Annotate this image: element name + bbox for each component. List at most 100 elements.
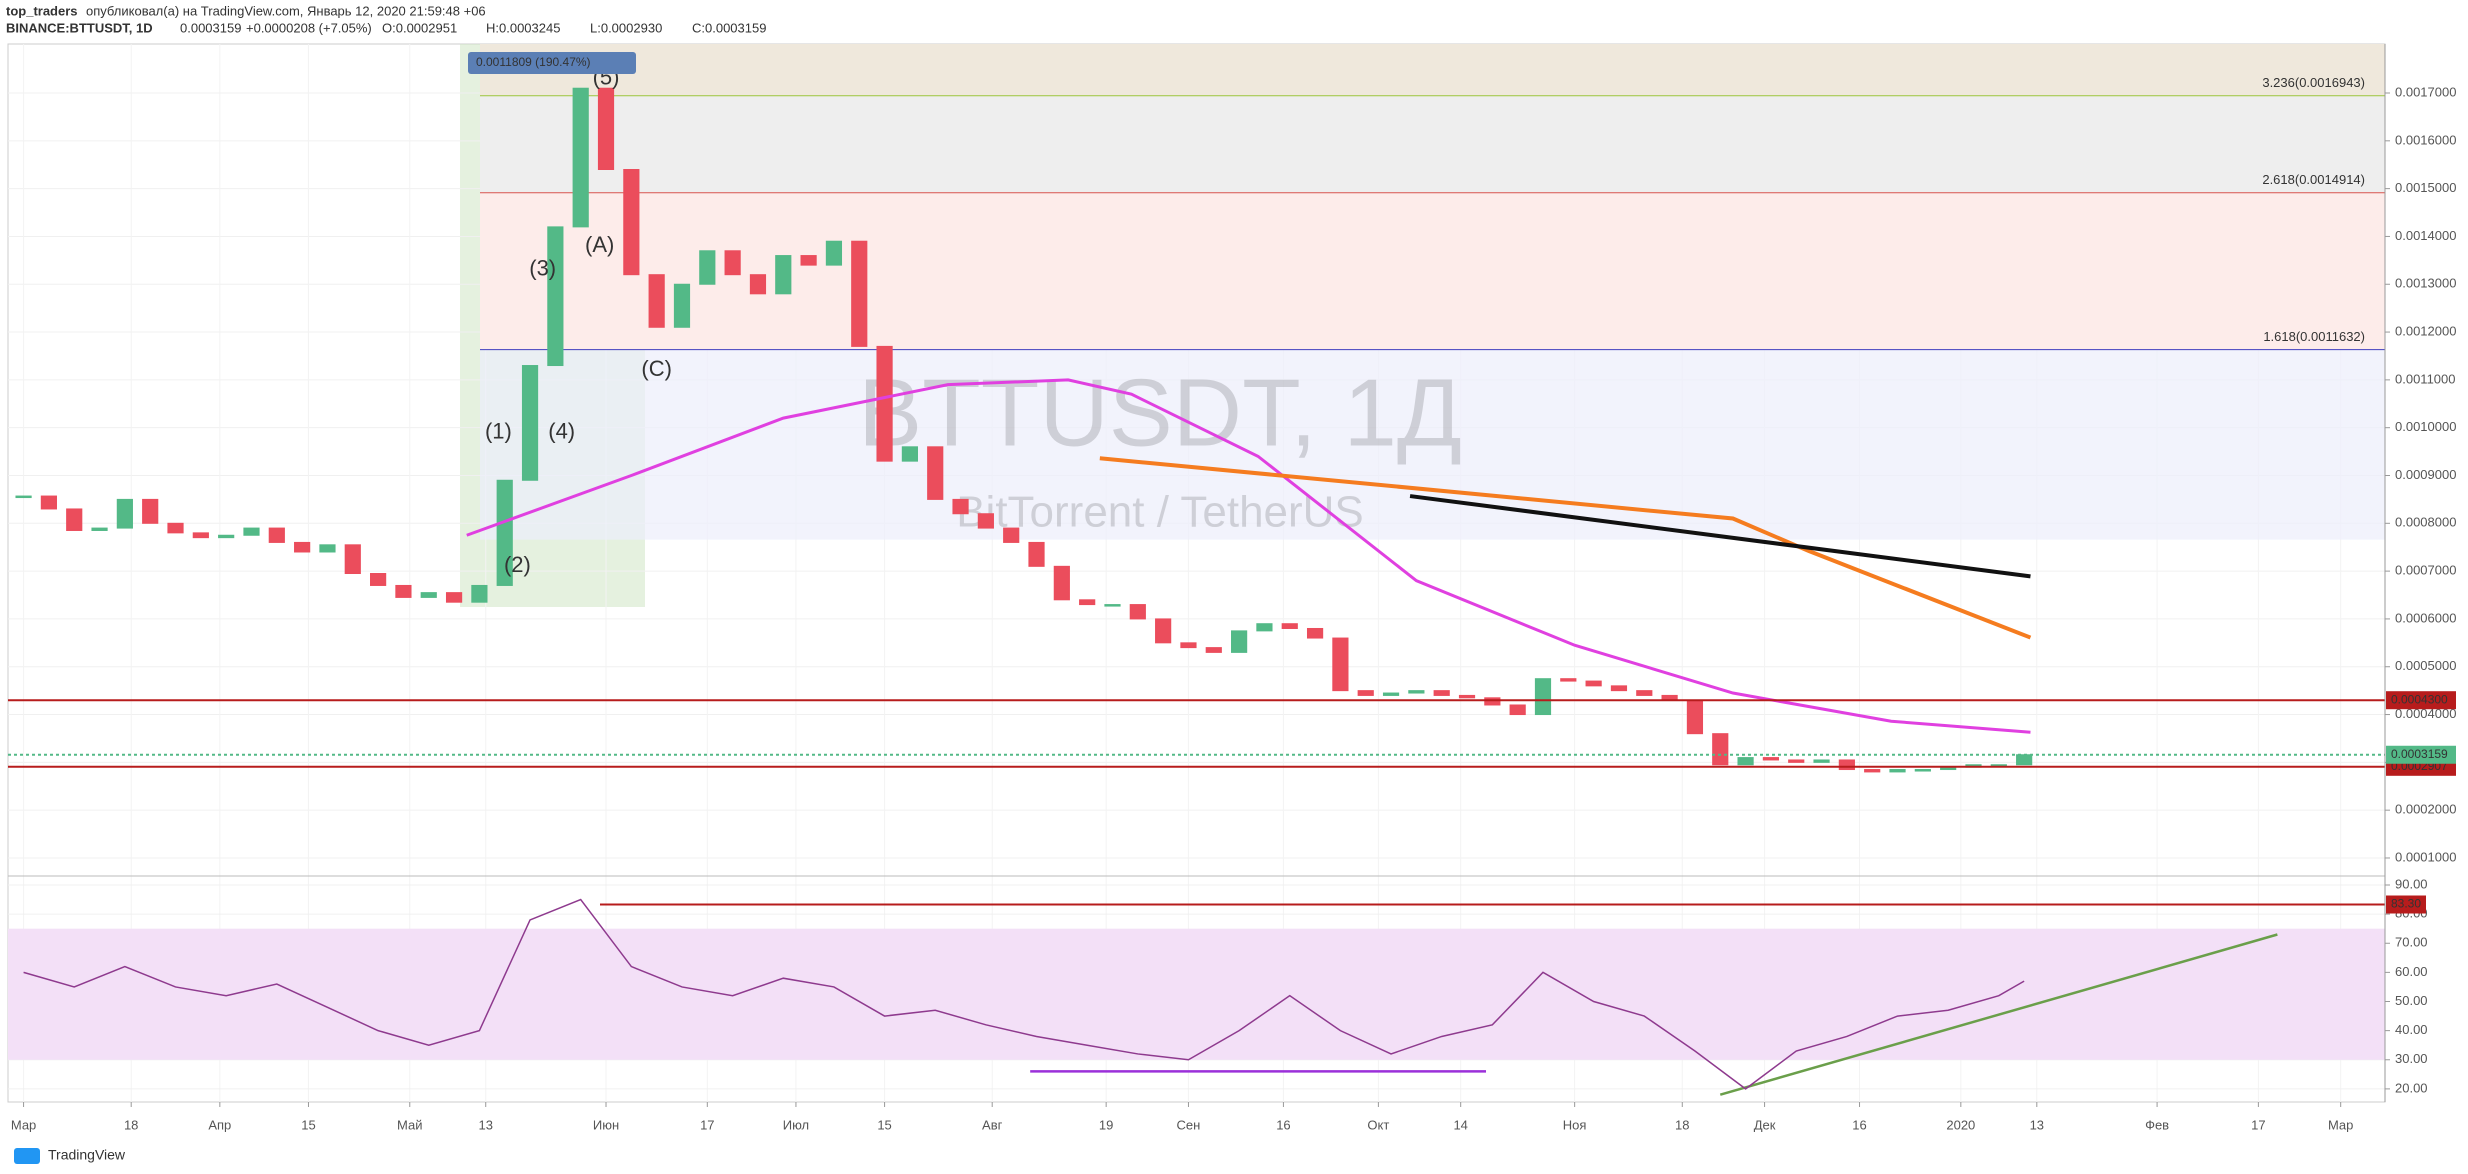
price-tag-label: 0.0004300 (2391, 692, 2448, 706)
candle (1788, 759, 1805, 763)
y-tick-label: 0.0008000 (2395, 515, 2456, 530)
watermark: BTTUSDT, 1Д (858, 359, 1462, 466)
x-tick-label: 13 (2030, 1117, 2044, 1132)
x-tick-label: 13 (478, 1117, 492, 1132)
candle (142, 498, 159, 524)
candle (1129, 604, 1146, 620)
x-tick-label: Окт (1367, 1117, 1389, 1132)
candle (268, 527, 285, 543)
candle (1585, 680, 1602, 687)
x-tick-label: 18 (1675, 1117, 1689, 1132)
fib-band (480, 95, 2385, 193)
candle (1560, 678, 1577, 682)
symbol: BINANCE:BTTUSDT, 1D (6, 20, 153, 35)
candle (1180, 642, 1197, 649)
y-tick-label: 0.0011000 (2395, 371, 2456, 386)
y-tick-label: 0.0015000 (2395, 180, 2456, 195)
x-tick-label: Авг (982, 1117, 1003, 1132)
x-tick-label: 17 (700, 1117, 714, 1132)
candle (876, 345, 893, 462)
candle (1003, 527, 1020, 543)
open: O:0.0002951 (382, 20, 457, 35)
candle (648, 274, 665, 328)
y-tick-label: 50.00 (2395, 993, 2428, 1008)
y-tick-label: 0.0007000 (2395, 563, 2456, 578)
high: H:0.0003245 (486, 20, 560, 35)
candle (319, 544, 336, 553)
x-tick-label: Мар (11, 1117, 36, 1132)
x-tick-label: 15 (877, 1117, 891, 1132)
logo (14, 1148, 40, 1164)
candle (1509, 704, 1526, 716)
candle (521, 365, 539, 481)
tooltip: 0.0011809 (190.47%) (476, 55, 591, 69)
candle (1256, 623, 1273, 632)
rsi-line (23, 898, 2025, 1090)
published: опубликовал(а) на TradingView.com, Январ… (86, 3, 486, 18)
y-tick-label: 60.00 (2395, 964, 2428, 979)
y-tick-label: 90.00 (2395, 876, 2428, 891)
candle (901, 446, 918, 462)
candle (597, 87, 615, 171)
candle (952, 498, 969, 515)
fib-band (480, 192, 2385, 350)
candle (1306, 627, 1324, 639)
candle (1864, 769, 1881, 773)
x-tick-label: Июл (783, 1117, 809, 1132)
candle (395, 584, 412, 598)
x-tick-label: 17 (2251, 1117, 2265, 1132)
y-tick-label: 0.0012000 (2395, 323, 2456, 338)
y-tick-label: 0.0016000 (2395, 132, 2456, 147)
rsi-band (8, 928, 2385, 1060)
candle (91, 527, 108, 531)
candle (749, 274, 767, 295)
x-tick-label: 14 (1453, 1117, 1467, 1132)
candle (1332, 637, 1349, 692)
candle (15, 495, 32, 499)
candle (1155, 618, 1172, 644)
x-tick-label: 2020 (1946, 1117, 1975, 1132)
y-tick-label: 0.0004000 (2395, 706, 2456, 721)
candle (294, 541, 311, 553)
fib-band (480, 349, 2385, 540)
change: +0.0000208 (+7.05%) (246, 20, 372, 35)
candle (1104, 604, 1121, 607)
wave-label: (2) (504, 552, 531, 577)
candle (724, 250, 741, 276)
x-tick-label: 16 (1852, 1117, 1866, 1132)
y-tick-label: 0.0002000 (2395, 802, 2456, 817)
x-tick-label: 18 (124, 1117, 138, 1132)
candle (243, 527, 260, 536)
x-tick-label: 19 (1099, 1117, 1113, 1132)
candle (218, 534, 235, 539)
candle (445, 592, 463, 603)
x-tick-label: Апр (208, 1117, 231, 1132)
candle (1610, 685, 1628, 692)
candle (1686, 699, 1704, 735)
last: 0.0003159 (180, 20, 241, 35)
trendline (1099, 456, 2032, 640)
candle (1534, 678, 1552, 716)
price-tag-label: 0.0003159 (2391, 747, 2448, 761)
watermark-subtitle: BitTorrent / TetherUS (956, 488, 1364, 537)
price-tag (2386, 895, 2426, 914)
candle (1762, 757, 1779, 761)
y-tick-label: 0.0001000 (2395, 849, 2456, 864)
x-tick-label: Июн (593, 1117, 619, 1132)
candle (40, 495, 57, 510)
candle (1357, 690, 1374, 696)
candle (1231, 630, 1248, 653)
fib-label: 2.618(0.0014914) (2262, 172, 2365, 187)
x-tick-label: Сен (1177, 1117, 1201, 1132)
x-tick-label: Фев (2145, 1117, 2169, 1132)
candle (825, 240, 843, 266)
y-tick-label: 0.0014000 (2395, 228, 2456, 243)
candle (547, 226, 564, 367)
wave-label: (1) (485, 418, 512, 443)
candle (192, 532, 209, 539)
x-tick-label: Ноя (1563, 1117, 1587, 1132)
candle (1053, 565, 1070, 601)
fib-label: 1.618(0.0011632) (2263, 329, 2365, 344)
y-tick-label: 0.0005000 (2395, 658, 2456, 673)
